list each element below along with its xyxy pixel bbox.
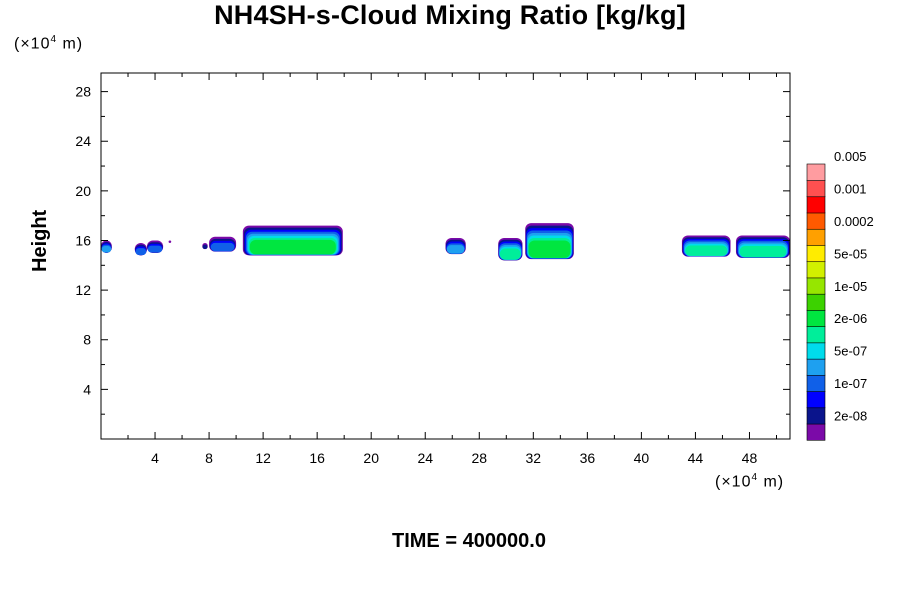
- colorbar-label-8: 0.001: [834, 181, 867, 196]
- chart-title: NH4SH-s-Cloud Mixing Ratio [kg/kg]: [214, 0, 686, 30]
- colorbar-label-7: 0.0002: [834, 214, 874, 229]
- x-unit-prefix: (×10: [715, 473, 752, 491]
- colorbar-label-5: 1e-05: [834, 279, 867, 294]
- x-tick-label-8: 8: [205, 450, 213, 466]
- cloud-4: [168, 240, 172, 243]
- colorbar-swatch-17: [806, 163, 826, 181]
- colorbar-swatch-11: [806, 261, 826, 279]
- colorbar-swatch-4: [806, 374, 826, 392]
- cloud-9-band-7: [499, 248, 521, 260]
- x-tick-label-32: 32: [526, 450, 542, 466]
- colorbar-swatch-7: [806, 326, 826, 344]
- x-tick-label-16: 16: [309, 450, 325, 466]
- y-unit-prefix: (×10: [14, 35, 51, 53]
- cloud-1: [101, 240, 112, 253]
- x-tick-label-20: 20: [363, 450, 379, 466]
- cloud-group: [101, 223, 790, 261]
- cloud-3: [146, 240, 164, 253]
- colorbar-swatch-13: [806, 228, 826, 246]
- colorbar-swatch-16: [806, 179, 826, 198]
- y-unit-exponent: 4: [50, 34, 58, 45]
- cloud-10: [525, 223, 574, 260]
- cloud-11: [681, 235, 731, 257]
- cloud-12-band-7: [739, 246, 787, 258]
- x-tick-label-4: 4: [151, 450, 159, 466]
- cloud-8-band-5: [446, 245, 465, 254]
- cloud-8: [445, 238, 466, 255]
- plot-frame: [100, 72, 791, 440]
- x-tick-label-44: 44: [688, 450, 704, 466]
- colorbar-swatch-6: [806, 342, 826, 360]
- x-tick-label-48: 48: [742, 450, 758, 466]
- colorbar-swatch-8: [806, 309, 826, 327]
- colorbar-swatch-9: [806, 293, 826, 311]
- y-tick-label-28: 28: [75, 84, 91, 100]
- colorbar-swatch-15: [806, 196, 826, 214]
- cloud-4-band-1: [168, 240, 172, 243]
- cloud-contours: [101, 223, 790, 261]
- x-tick-label-40: 40: [634, 450, 650, 466]
- y-axis-unit: (×104 m): [14, 34, 83, 53]
- colorbar-swatch-3: [806, 390, 826, 409]
- colorbar-label-9: 0.005: [834, 149, 867, 164]
- cloud-3-band-4: [147, 245, 163, 253]
- cloud-9: [498, 238, 523, 261]
- y-axis-ticks: 4 8 12 16 20 24 28: [75, 84, 790, 415]
- cloud-5: [202, 242, 208, 250]
- x-tick-label-12: 12: [255, 450, 271, 466]
- cloud-2-band-4: [135, 248, 147, 256]
- x-unit-exponent: 4: [751, 472, 759, 483]
- cloud-6: [209, 236, 237, 252]
- cloud-11-band-7: [685, 245, 728, 256]
- colorbar: 2e-08 1e-07 5e-07 2e-06 1e-05 5e-05 0.0002 0.00…: [806, 149, 874, 441]
- colorbar-label-6: 5e-05: [834, 246, 867, 261]
- x-tick-label-36: 36: [580, 450, 596, 466]
- y-tick-label-12: 12: [75, 282, 91, 298]
- colorbar-label-2: 1e-07: [834, 376, 867, 391]
- time-label: TIME = 400000.0: [392, 530, 546, 552]
- colorbar-swatch-1: [806, 423, 826, 441]
- colorbar-swatch-2: [806, 407, 826, 425]
- x-axis-ticks: 4 8 12 16 20 24 28 32 36 40 44 48: [127, 73, 777, 466]
- cloud-12: [735, 235, 790, 258]
- y-unit-suffix: m): [57, 35, 84, 53]
- colorbar-swatch-5: [806, 358, 826, 376]
- x-axis-unit: (×104 m): [715, 472, 784, 491]
- cloud-1-band-5: [101, 245, 112, 253]
- colorbar-swatch-10: [806, 277, 826, 295]
- y-tick-label-4: 4: [83, 381, 91, 397]
- y-tick-label-24: 24: [75, 133, 91, 149]
- x-tick-label-28: 28: [471, 450, 487, 466]
- colorbar-swatch-14: [806, 212, 826, 230]
- cloud-7: [242, 225, 343, 256]
- cloud-6-band-4: [210, 242, 235, 252]
- x-unit-suffix: m): [758, 473, 785, 491]
- colorbar-label-4: 2e-06: [834, 311, 867, 326]
- x-tick-label-24: 24: [417, 450, 433, 466]
- cloud-7-band-8: [249, 239, 336, 255]
- y-tick-label-20: 20: [75, 183, 91, 199]
- cloud-5-band-2: [202, 244, 208, 250]
- y-tick-label-8: 8: [83, 332, 91, 348]
- colorbar-swatch-12: [806, 244, 826, 263]
- colorbar-label-1: 2e-08: [834, 409, 867, 424]
- colorbar-label-3: 5e-07: [834, 344, 867, 359]
- cloud-10-band-8: [528, 240, 571, 258]
- y-tick-label-16: 16: [75, 232, 91, 248]
- cloud-2: [134, 242, 147, 256]
